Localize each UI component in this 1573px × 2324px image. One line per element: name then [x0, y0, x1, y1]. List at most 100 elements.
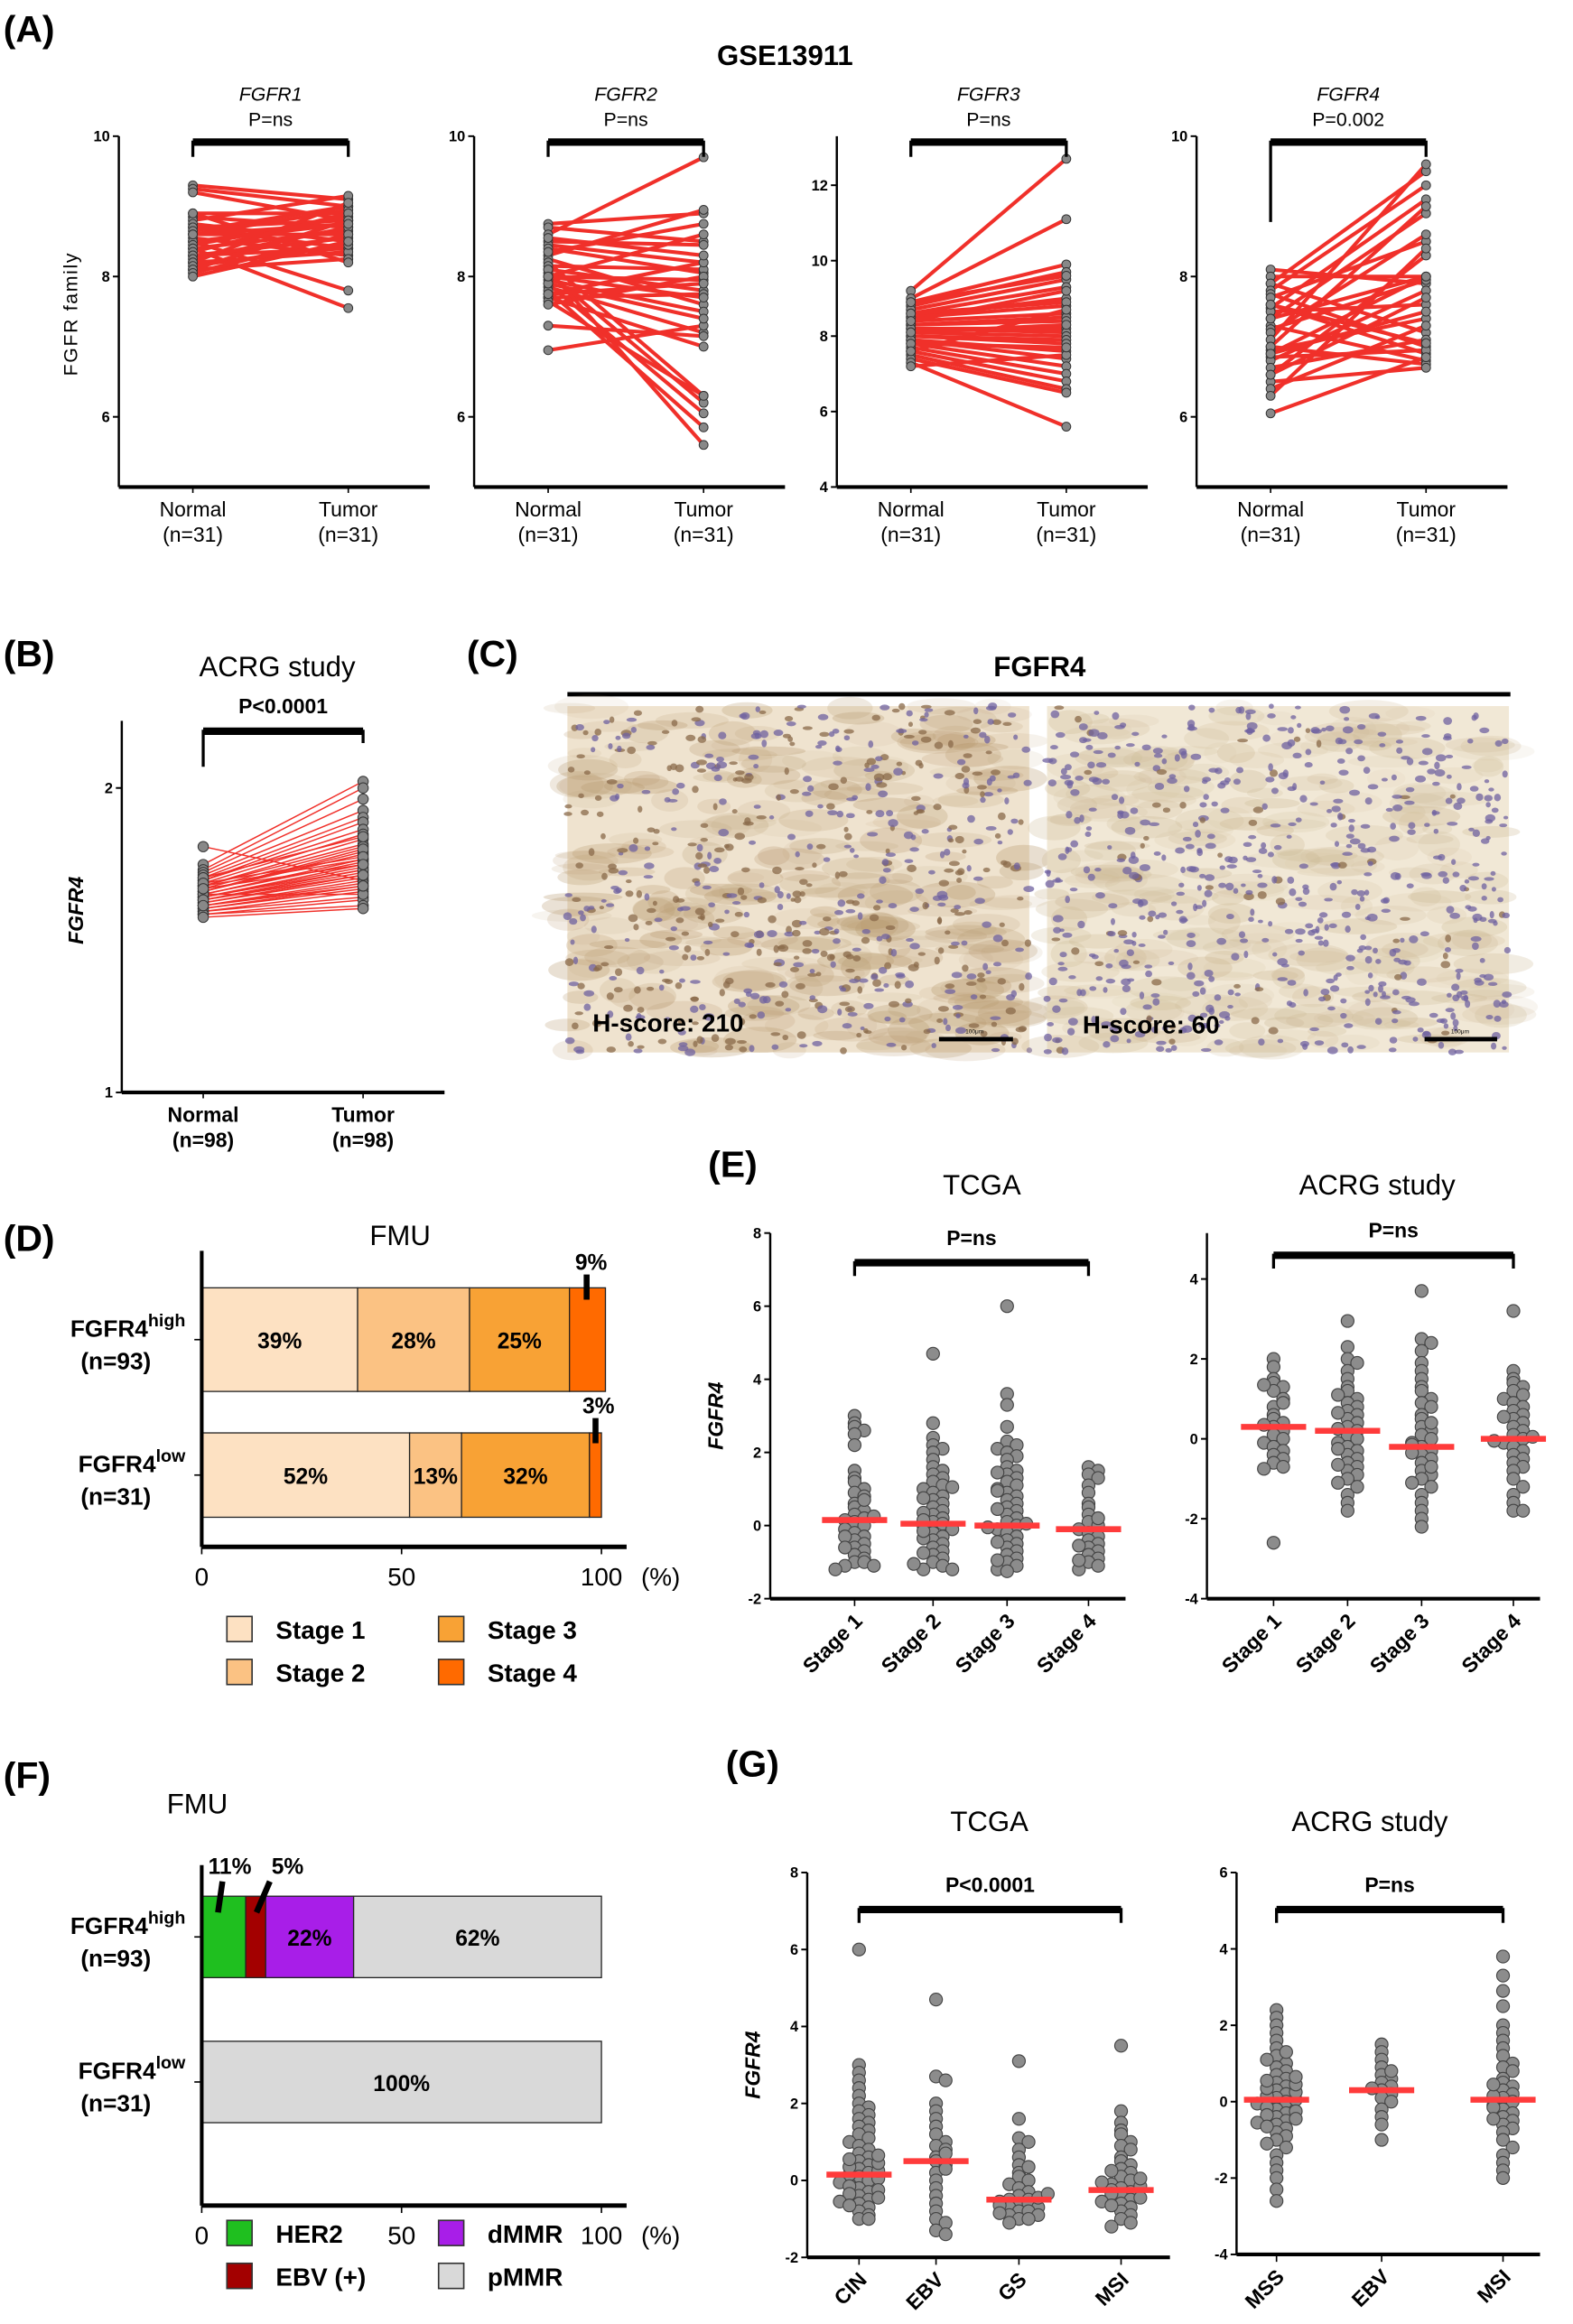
nucleus	[967, 814, 975, 823]
nucleus	[768, 815, 775, 820]
normal-point	[188, 208, 198, 218]
stroma-fiber	[1345, 1000, 1397, 1027]
nucleus	[1065, 846, 1070, 854]
tumor-point	[1061, 214, 1072, 225]
nucleus	[744, 817, 751, 825]
data-point	[1021, 2211, 1036, 2226]
stroma-fiber	[1261, 811, 1330, 833]
pair-line	[191, 211, 349, 265]
stroma-fiber	[1263, 1017, 1305, 1029]
nucleus	[1132, 960, 1140, 964]
stroma-fiber	[1124, 999, 1183, 1023]
nucleus	[735, 770, 745, 776]
data-point	[1279, 2045, 1293, 2059]
pair-line	[1269, 205, 1428, 349]
nucleus	[1139, 991, 1145, 999]
nucleus	[1070, 840, 1079, 848]
nucleus	[786, 720, 796, 727]
nucleus	[1438, 1041, 1445, 1049]
nucleus	[613, 987, 623, 993]
nucleus	[909, 906, 919, 912]
data-point	[1495, 1984, 1511, 1998]
x-category-label: MSI	[1091, 2268, 1133, 2310]
legend-label: dMMR	[488, 2220, 563, 2248]
nucleus	[1180, 866, 1186, 874]
nucleus	[915, 759, 923, 767]
nucleus	[1290, 715, 1297, 720]
nucleus	[872, 979, 881, 988]
nucleus	[1380, 897, 1389, 904]
nucleus	[1205, 874, 1215, 881]
gene-title: FGFR1	[239, 83, 302, 105]
nucleus	[1336, 758, 1345, 764]
stroma-fiber	[1064, 850, 1103, 862]
stroma-fiber	[1458, 990, 1512, 1001]
nucleus	[1107, 752, 1116, 758]
nucleus	[741, 867, 750, 873]
nucleus	[1061, 1047, 1069, 1055]
tumor-point	[1420, 159, 1431, 170]
nucleus	[1433, 828, 1439, 834]
nucleus	[1367, 784, 1379, 790]
x-sample-size-label: (n=31)	[1036, 523, 1096, 546]
nucleus	[948, 860, 960, 867]
x-unit-label: (%)	[641, 2221, 680, 2249]
nucleus	[1134, 1030, 1146, 1038]
nucleus	[1233, 778, 1242, 786]
nucleus	[903, 831, 914, 840]
nucleus	[1262, 734, 1270, 742]
data-point	[1276, 1396, 1290, 1410]
stroma-fiber	[1122, 949, 1199, 967]
nucleus	[658, 984, 665, 991]
stroma-fiber	[552, 1039, 593, 1061]
y-axis-label: FGFR4	[64, 876, 88, 944]
nucleus	[898, 702, 906, 711]
nucleus	[1005, 1007, 1016, 1015]
y-tick-label: -2	[786, 2250, 799, 2266]
nucleus	[1151, 1026, 1159, 1034]
nucleus	[1243, 855, 1248, 860]
stroma-fiber	[624, 770, 660, 786]
nucleus	[1225, 882, 1234, 891]
pair-line	[203, 905, 364, 916]
nucleus	[870, 764, 880, 769]
nucleus	[852, 947, 861, 952]
nucleus	[1465, 905, 1472, 910]
nucleus	[1140, 819, 1150, 826]
nucleus	[1289, 888, 1297, 897]
nucleus	[1198, 1024, 1207, 1028]
tumor-point	[1420, 306, 1431, 317]
nucleus	[707, 921, 713, 928]
stroma-fiber	[1229, 1043, 1288, 1059]
stroma-fiber	[559, 772, 632, 799]
nucleus	[954, 773, 964, 780]
x-unit-label: (%)	[641, 1563, 680, 1591]
nucleus	[696, 843, 703, 852]
stroma-fiber	[1238, 991, 1272, 1010]
data-point	[1495, 2171, 1511, 2185]
row-label-superscript: low	[156, 1446, 186, 1466]
nucleus	[951, 941, 960, 946]
nucleus	[1407, 829, 1416, 835]
nucleus	[1295, 817, 1302, 823]
panel-a-ylabel: FGFR family	[60, 252, 82, 376]
stroma-fiber	[1462, 1004, 1537, 1025]
nucleus	[934, 956, 940, 965]
nucleus	[1381, 908, 1392, 914]
nucleus	[997, 788, 1002, 793]
legend-label: HER2	[275, 2220, 342, 2248]
y-tick-label: 8	[820, 329, 828, 345]
nucleus	[1442, 736, 1452, 741]
nucleus	[1163, 929, 1168, 935]
stroma-fiber	[1381, 892, 1452, 912]
nucleus	[700, 823, 709, 828]
nucleus	[842, 1023, 852, 1029]
nucleus	[601, 872, 608, 880]
pair-line	[202, 877, 364, 904]
y-tick-label: 6	[1179, 409, 1187, 425]
nucleus	[643, 875, 654, 879]
nucleus	[733, 998, 740, 1005]
nucleus	[955, 1027, 967, 1035]
nucleus	[1045, 879, 1055, 888]
